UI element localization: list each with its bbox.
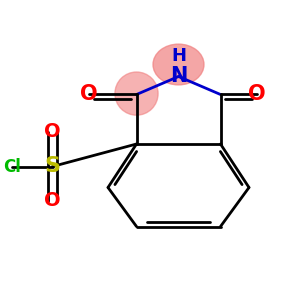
Text: O: O (80, 85, 97, 104)
Text: N: N (170, 67, 187, 86)
Ellipse shape (115, 72, 158, 115)
Text: O: O (248, 85, 265, 104)
Text: Cl: Cl (3, 158, 21, 175)
Text: H: H (171, 46, 186, 64)
Ellipse shape (153, 44, 204, 85)
Text: S: S (44, 157, 61, 176)
Text: O: O (44, 191, 61, 211)
Text: O: O (44, 122, 61, 142)
